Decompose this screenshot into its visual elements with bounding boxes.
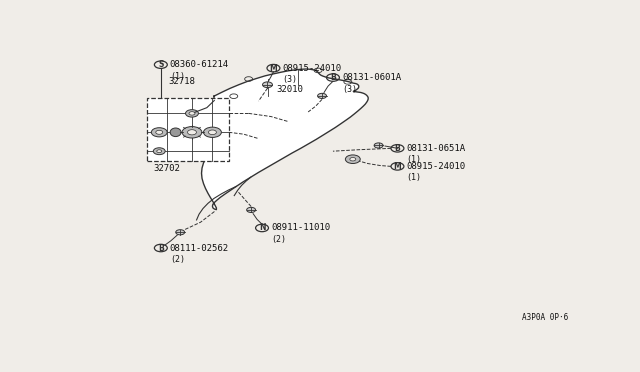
Circle shape: [154, 148, 165, 155]
Text: B: B: [158, 244, 164, 253]
Text: B: B: [330, 73, 336, 82]
Text: S: S: [158, 60, 164, 69]
Text: (2): (2): [170, 255, 185, 264]
Text: 08131-0651A: 08131-0651A: [406, 144, 465, 153]
Text: 08915-24010: 08915-24010: [282, 64, 342, 73]
Text: M: M: [269, 64, 277, 73]
Text: (1): (1): [406, 173, 421, 182]
Text: M: M: [394, 162, 401, 171]
Text: (2): (2): [271, 235, 286, 244]
Circle shape: [346, 155, 360, 164]
Text: (3): (3): [282, 75, 298, 84]
Circle shape: [262, 82, 273, 87]
Circle shape: [188, 130, 196, 135]
Bar: [147, 97, 229, 161]
Text: 08360-61214: 08360-61214: [170, 60, 229, 69]
Text: 08911-11010: 08911-11010: [271, 224, 330, 232]
Circle shape: [186, 110, 198, 117]
Circle shape: [317, 93, 326, 99]
Text: (1): (1): [170, 72, 185, 81]
Polygon shape: [202, 69, 368, 210]
Circle shape: [176, 230, 185, 235]
Text: (3): (3): [342, 84, 357, 93]
Text: 32010: 32010: [276, 84, 303, 93]
Text: 32702: 32702: [154, 164, 180, 173]
Circle shape: [182, 126, 202, 138]
Circle shape: [156, 130, 163, 134]
Text: 08915-24010: 08915-24010: [406, 162, 465, 171]
Circle shape: [151, 128, 167, 137]
Text: N: N: [259, 224, 266, 232]
Text: 32718: 32718: [168, 77, 195, 86]
Text: A3P0A 0P·6: A3P0A 0P·6: [522, 314, 568, 323]
Circle shape: [157, 150, 162, 153]
Circle shape: [350, 157, 356, 161]
Ellipse shape: [170, 128, 181, 137]
Circle shape: [189, 112, 195, 115]
Text: (1): (1): [406, 155, 421, 164]
Text: 08131-0601A: 08131-0601A: [342, 73, 401, 82]
Circle shape: [209, 130, 216, 135]
Circle shape: [374, 143, 383, 148]
Text: 08111-02562: 08111-02562: [170, 244, 229, 253]
Circle shape: [204, 127, 221, 137]
Text: B: B: [395, 144, 400, 153]
Circle shape: [246, 207, 255, 212]
